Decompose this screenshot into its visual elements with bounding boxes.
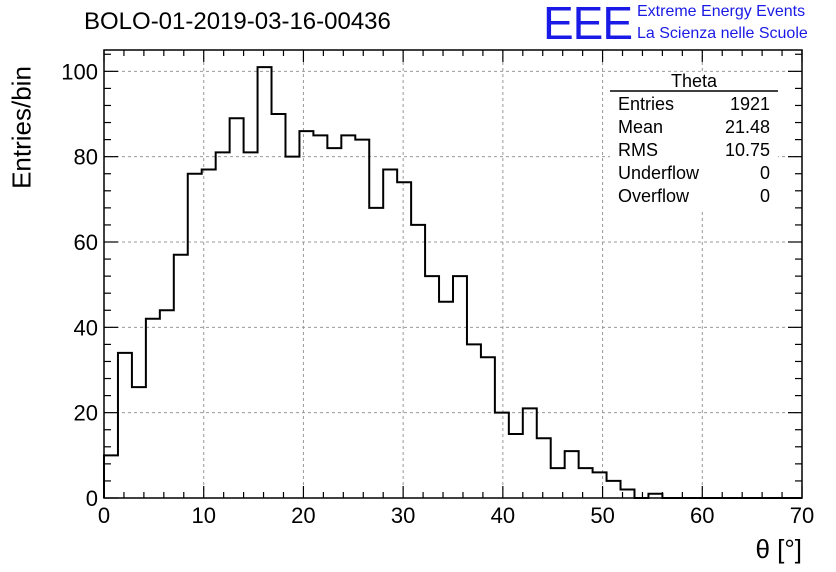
logo-line-2: La Scienza nelle Scuole	[637, 25, 808, 42]
histogram-bin	[481, 357, 495, 498]
stats-value: 21.48	[725, 117, 770, 137]
x-tick-label: 50	[590, 503, 614, 528]
histogram-bin	[453, 276, 467, 498]
histogram-bin	[355, 140, 369, 498]
histogram-bin	[272, 114, 286, 498]
stats-label: Overflow	[618, 186, 690, 206]
x-tick-label: 10	[191, 503, 215, 528]
histogram-bin	[132, 387, 146, 498]
x-tick-label: 0	[98, 503, 110, 528]
histogram-bin	[369, 208, 383, 498]
x-tick-label: 70	[790, 503, 814, 528]
histogram-outline	[103, 66, 802, 499]
histogram-bin	[146, 319, 160, 498]
x-axis-label: θ [°]	[755, 534, 802, 564]
x-tick-label: 20	[291, 503, 315, 528]
x-tick-label: 40	[491, 503, 515, 528]
logo-line-1: Extreme Energy Events	[637, 3, 806, 20]
histogram-bin	[216, 152, 230, 498]
histogram-bin	[579, 468, 593, 498]
stats-value: 0	[760, 186, 770, 206]
histogram-bin	[258, 67, 272, 498]
plot-frame	[103, 49, 803, 499]
stats-value: 1921	[730, 94, 770, 114]
histogram-bin	[160, 310, 174, 498]
histogram-bin	[509, 434, 523, 498]
histogram-bin	[425, 276, 439, 498]
histogram-bin	[467, 344, 481, 498]
histogram-bin	[565, 451, 579, 498]
stats-value: 10.75	[725, 140, 770, 160]
x-tick-label: 60	[690, 503, 714, 528]
y-tick-label: 60	[74, 230, 98, 255]
stats-box-bg	[610, 72, 778, 212]
stats-label: Entries	[618, 94, 674, 114]
histogram-bin	[104, 455, 118, 498]
histogram-bin	[593, 472, 607, 498]
y-tick-label: 80	[74, 145, 98, 170]
stats-label: Underflow	[618, 163, 700, 183]
stats-title: Theta	[671, 71, 718, 91]
histogram-bin	[607, 481, 621, 498]
histogram-bin	[327, 148, 341, 498]
histogram-bin	[523, 408, 537, 498]
histogram-bin	[174, 255, 188, 498]
y-tick-label: 20	[74, 401, 98, 426]
histogram-bin	[188, 174, 202, 498]
histogram-bin	[118, 353, 132, 498]
histogram-bin	[383, 169, 397, 498]
y-axis-label: Entries/bin	[6, 66, 37, 189]
y-tick-label: 100	[61, 59, 98, 84]
chart-title: BOLO-01-2019-03-16-00436	[84, 8, 391, 35]
histogram-bin	[411, 225, 425, 498]
histogram-bin	[341, 135, 355, 498]
histogram-bin	[313, 135, 327, 498]
stats-label: Mean	[618, 117, 663, 137]
y-tick-label: 40	[74, 315, 98, 340]
y-tick-label: 0	[86, 486, 98, 511]
stats-label: RMS	[618, 140, 658, 160]
histogram-bin	[537, 438, 551, 498]
histogram-bin	[397, 182, 411, 498]
eee-logo: EEE	[543, 0, 633, 49]
histogram-bin	[244, 152, 258, 498]
stats-value: 0	[760, 163, 770, 183]
histogram-bin	[439, 302, 453, 498]
histogram-bin	[230, 118, 244, 498]
histogram-bin	[495, 413, 509, 498]
histogram-bin	[299, 131, 313, 498]
x-tick-label: 30	[391, 503, 415, 528]
